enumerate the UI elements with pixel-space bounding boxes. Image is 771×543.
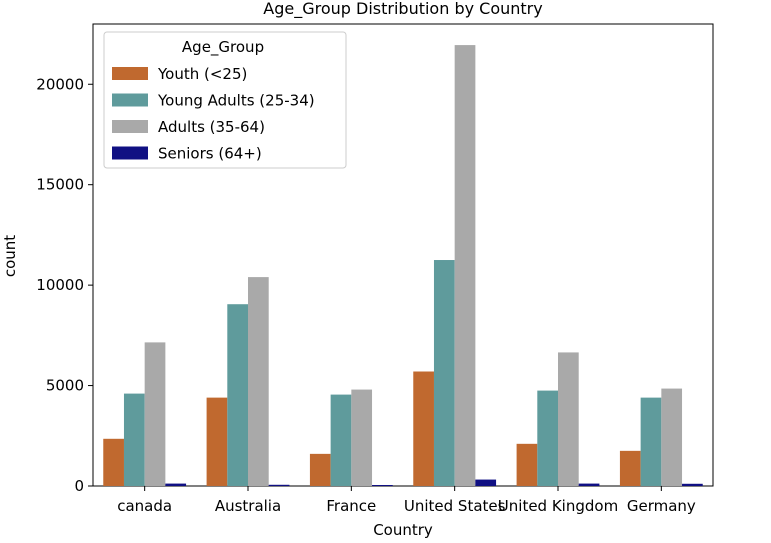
plot-frame: [92, 23, 714, 487]
y-axis-label: count: [1, 235, 19, 277]
y-tick-label: 20000: [36, 75, 84, 93]
bar: [309, 453, 331, 486]
bar: [619, 450, 641, 486]
legend-swatch: [112, 93, 148, 107]
y-tick-label: 10000: [36, 276, 84, 294]
x-axis: canada Australia France United StatesUnited…: [117, 486, 696, 515]
bar: [682, 483, 703, 486]
bar: [330, 394, 352, 486]
legend-swatch: [112, 120, 148, 133]
bar: [413, 371, 434, 486]
bar: [123, 393, 145, 486]
legend-swatch: [112, 67, 148, 80]
x-axis-label: Country: [373, 521, 433, 539]
x-tick-label: United Kingdom: [498, 497, 618, 515]
bars-layer: [103, 45, 703, 487]
x-tick-label: Australia: [215, 497, 281, 515]
bar: [661, 388, 683, 486]
legend-label: Seniors (64+): [158, 145, 262, 163]
x-tick-label: United States: [404, 497, 506, 515]
bar: [227, 304, 248, 486]
bar: [537, 390, 558, 486]
chart-title: Age_Group Distribution by Country: [263, 0, 542, 19]
bar: [351, 389, 373, 486]
bar: [248, 277, 269, 486]
legend-box: [103, 31, 347, 169]
bar: [640, 397, 662, 486]
bar: [268, 484, 290, 486]
bar: [165, 483, 187, 486]
x-tick-label: canada: [117, 497, 172, 515]
x-tick-label: France: [326, 497, 376, 515]
bar: [433, 260, 455, 486]
y-tick-label: 0: [74, 477, 84, 495]
bar: [372, 485, 393, 486]
legend-items: Youth (<25) Young Adults (25-34) Adults (3…: [112, 65, 315, 163]
y-axis: 0 5000 10000 15000 20000: [36, 75, 93, 495]
y-tick-label: 15000: [36, 176, 84, 194]
legend-swatch: [112, 146, 148, 160]
bar: [475, 479, 497, 486]
x-tick-label: Germany: [627, 497, 696, 515]
bar: [206, 397, 228, 486]
y-tick-label: 5000: [46, 377, 84, 395]
bar: [578, 483, 600, 486]
legend-title: Age_Group: [182, 38, 264, 57]
bar: [558, 352, 579, 486]
bar: [516, 443, 538, 486]
bar: [454, 45, 476, 487]
legend-label: Young Adults (25-34): [157, 92, 315, 110]
bar: [103, 438, 124, 486]
legend: Age_Group Youth (<25) Young Adults (25-34…: [103, 31, 347, 169]
bar: [144, 342, 166, 486]
legend-label: Youth (<25): [157, 65, 247, 83]
legend-label: Adults (35-64): [158, 118, 265, 136]
